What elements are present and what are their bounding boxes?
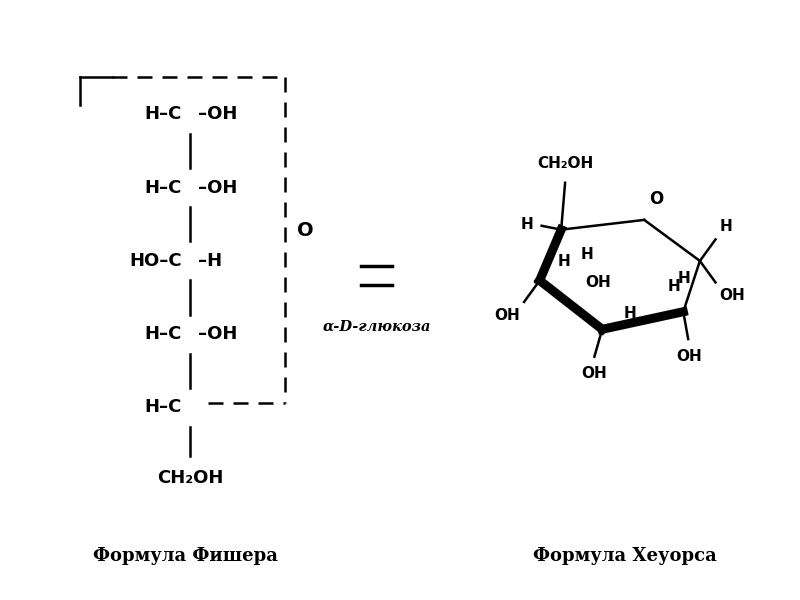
- Text: H: H: [719, 218, 732, 233]
- Text: H–C: H–C: [145, 325, 182, 343]
- Text: H–C: H–C: [145, 106, 182, 124]
- Text: H–C: H–C: [145, 179, 182, 197]
- Text: –OH: –OH: [198, 179, 237, 197]
- Text: OH: OH: [586, 275, 611, 290]
- Text: Формула Хеуорса: Формула Хеуорса: [533, 547, 717, 565]
- Text: –OH: –OH: [198, 325, 237, 343]
- Text: H: H: [678, 271, 690, 286]
- Text: H: H: [558, 254, 570, 269]
- Text: HO–C: HO–C: [130, 252, 182, 270]
- Text: H: H: [624, 307, 637, 322]
- Text: Формула Фишера: Формула Фишера: [93, 547, 278, 565]
- Text: OH: OH: [494, 308, 520, 323]
- Text: –H: –H: [198, 252, 222, 270]
- Text: H: H: [521, 217, 534, 232]
- Text: O: O: [298, 221, 314, 239]
- Text: H: H: [581, 247, 594, 262]
- Text: OH: OH: [582, 367, 607, 382]
- Text: CH₂OH: CH₂OH: [157, 469, 223, 487]
- Text: OH: OH: [676, 349, 702, 364]
- Text: OH: OH: [719, 288, 745, 303]
- Text: –OH: –OH: [198, 106, 237, 124]
- Text: O: O: [649, 190, 663, 208]
- Text: H: H: [667, 279, 680, 294]
- Text: α-D-глюкоза: α-D-глюкоза: [322, 319, 431, 334]
- Text: CH₂OH: CH₂OH: [537, 156, 594, 171]
- Text: H–C: H–C: [145, 398, 182, 416]
